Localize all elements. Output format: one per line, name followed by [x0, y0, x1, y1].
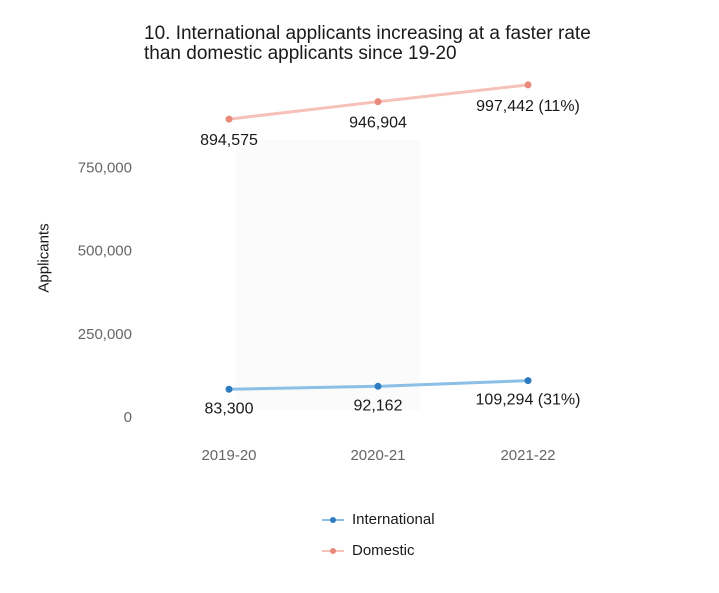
x-tick-label: 2021-22 [500, 447, 555, 464]
chart-title-line-2: than domestic applicants since 19-20 [144, 43, 457, 64]
data-point [374, 382, 382, 390]
data-label: 92,162 [354, 397, 403, 414]
plot-shade [236, 140, 420, 410]
x-tick-label: 2020-21 [350, 447, 405, 464]
data-point [225, 385, 233, 393]
data-point [524, 81, 532, 89]
y-tick-label: 250,000 [78, 326, 132, 343]
legend: International Domestic [322, 504, 435, 566]
chart-title: 10. International applicants increasing … [144, 24, 591, 64]
legend-item-domestic: Domestic [322, 535, 435, 566]
legend-swatch-international [322, 516, 344, 523]
data-label: 894,575 [200, 132, 258, 149]
y-tick-label: 500,000 [78, 243, 132, 260]
data-point [374, 98, 382, 106]
legend-label-domestic: Domestic [352, 542, 415, 559]
legend-swatch-domestic [322, 547, 344, 554]
y-tick-label: 0 [124, 409, 132, 426]
data-point [524, 377, 532, 385]
data-label: 946,904 [349, 115, 407, 132]
legend-item-international: International [322, 504, 435, 535]
x-tick-label: 2019-20 [201, 447, 256, 464]
data-label: 997,442 (11%) [476, 98, 580, 115]
legend-label-international: International [352, 511, 435, 528]
chart-title-line-1: 10. International applicants increasing … [144, 23, 591, 44]
data-point [225, 115, 233, 123]
data-label: 83,300 [205, 400, 254, 417]
y-tick-label: 750,000 [78, 159, 132, 176]
data-label: 109,294 (31%) [476, 392, 581, 409]
